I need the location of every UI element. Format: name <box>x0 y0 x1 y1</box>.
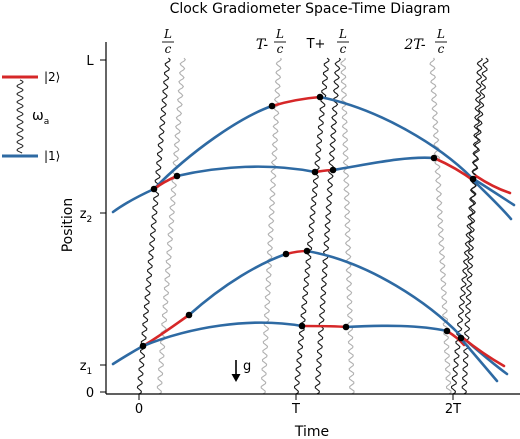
lower-arm-low-excited-1 <box>300 324 348 329</box>
interaction-dot <box>282 250 290 258</box>
svg-text:L: L <box>275 27 284 41</box>
lower-arm-low-late <box>344 324 449 333</box>
pulse-2T-minus-L-over-c <box>429 57 452 394</box>
atom-trajectories <box>111 95 516 383</box>
pulse-label-L-over-c: L c <box>162 27 174 56</box>
upper-arm-low-mid <box>175 165 317 178</box>
pulse-label-T-minus-L-over-c: T- L c <box>256 27 286 56</box>
pulse-T-plus-L-over-c <box>340 57 355 394</box>
x-tick-label-T: T <box>291 402 300 417</box>
y-tick-label-z1: z1 <box>80 359 93 377</box>
gravity-label: g <box>243 359 251 374</box>
upper-arm-low-late <box>331 156 436 172</box>
upper-arm-high-excited <box>270 95 322 108</box>
y-axis-label: Position <box>60 198 76 253</box>
svg-text:c: c <box>340 42 347 56</box>
y-tick-label-L: L <box>86 54 94 69</box>
upper-arm-high-fall <box>318 95 474 180</box>
lower-out-3 <box>461 336 506 368</box>
x-axis-label: Time <box>294 424 329 439</box>
interaction-dot <box>185 311 193 319</box>
y-tick-label-0: 0 <box>86 386 94 401</box>
interaction-dot <box>139 342 147 350</box>
transition-wave <box>16 79 24 154</box>
interaction-dot <box>150 185 158 193</box>
svg-text:L: L <box>338 27 347 41</box>
svg-text:L: L <box>436 27 445 41</box>
axes <box>100 42 520 400</box>
pulse-2T-mid <box>461 57 483 394</box>
interaction-dot <box>443 327 451 335</box>
pulse-label-2T-minus-L-over-c: 2T- L c <box>403 27 447 56</box>
interaction-points <box>139 93 477 350</box>
pulse-T <box>293 57 330 394</box>
energy-level-diagram: |2⟩ ωa |1⟩ <box>2 70 60 163</box>
svg-text:c: c <box>165 42 172 56</box>
interaction-dot <box>316 93 324 101</box>
interaction-dot <box>430 154 438 162</box>
x-tick-label-0: 0 <box>135 402 143 417</box>
svg-text:T-: T- <box>256 37 269 53</box>
lower-level-label: |1⟩ <box>44 149 60 163</box>
interaction-dot <box>173 172 181 180</box>
lower-arm-high-rise <box>187 252 288 317</box>
interaction-dot <box>268 102 276 110</box>
lower-arm-high-fall <box>305 249 463 338</box>
laser-pulses <box>136 57 489 394</box>
pulse-label-T-plus-L-over-c: T+ L c <box>306 27 349 56</box>
svg-text:2T-: 2T- <box>403 37 425 53</box>
y-tick-label-z2: z2 <box>80 207 93 225</box>
pulse-T-minus-L-over-c <box>260 57 282 394</box>
interaction-dot <box>311 168 319 176</box>
upper-out-2 <box>472 179 513 221</box>
upper-out-3 <box>474 174 512 195</box>
svg-text:T+: T+ <box>306 37 326 52</box>
upper-lead-in <box>111 187 156 214</box>
lower-out-2 <box>460 338 499 383</box>
interaction-dot <box>303 247 311 255</box>
svg-text:c: c <box>277 42 284 56</box>
interaction-dot <box>469 175 477 183</box>
x-tick-label-2T: 2T <box>445 402 461 417</box>
interaction-dot <box>329 166 337 174</box>
lower-arm-low-mid <box>141 321 304 348</box>
transition-label: ωa <box>32 108 49 127</box>
upper-arm-high-rise <box>152 104 274 191</box>
svg-text:c: c <box>438 42 445 56</box>
diagram-title: Clock Gradiometer Space-Time Diagram <box>170 1 451 17</box>
interaction-dot <box>342 323 350 331</box>
upper-level-label: |2⟩ <box>44 70 60 84</box>
pulse-0 <box>136 57 171 394</box>
pulse-T-mid <box>314 57 341 394</box>
lower-lead-in <box>111 344 145 366</box>
gravity-arrow: g <box>231 359 251 382</box>
interaction-dot <box>457 334 465 342</box>
svg-text:L: L <box>163 27 172 41</box>
interaction-dot <box>298 322 306 330</box>
